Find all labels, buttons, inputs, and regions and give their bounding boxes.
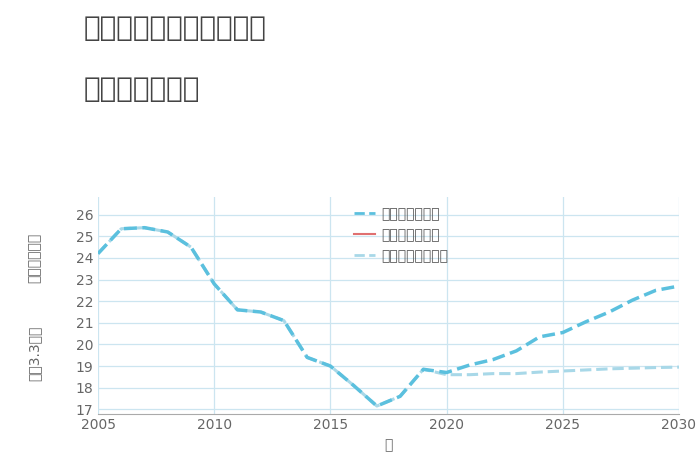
Text: 土地の価格推移: 土地の価格推移 bbox=[84, 75, 200, 103]
Text: 兵庫県豊岡市出石町嶋の: 兵庫県豊岡市出石町嶋の bbox=[84, 14, 267, 42]
Text: 平（3.3㎡）: 平（3.3㎡） bbox=[27, 325, 41, 381]
Text: 単価（万円）: 単価（万円） bbox=[27, 233, 41, 283]
Legend: グッドシナリオ, バッドシナリオ, ノーマルシナリオ: グッドシナリオ, バッドシナリオ, ノーマルシナリオ bbox=[348, 202, 454, 268]
X-axis label: 年: 年 bbox=[384, 438, 393, 452]
